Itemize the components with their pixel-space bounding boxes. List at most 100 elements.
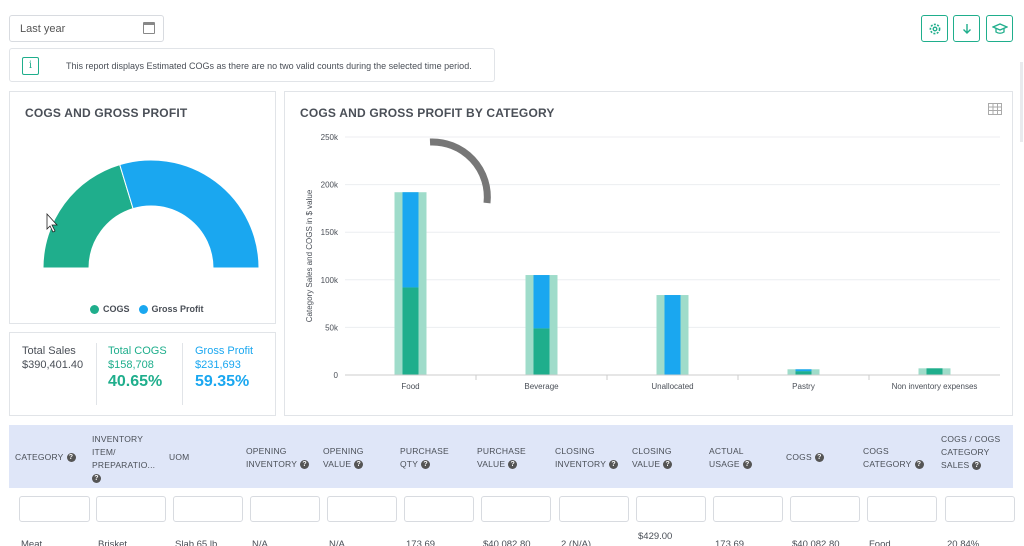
column-header[interactable]: OPENING VALUE?	[323, 445, 364, 471]
cogs-legend-label[interactable]: COGS	[103, 304, 130, 314]
table-cell: Slab 65 lb	[175, 539, 218, 546]
column-header-label: CLOSING	[555, 446, 595, 456]
column-filter-input[interactable]	[96, 496, 166, 522]
graduation-cap-icon	[991, 22, 1008, 34]
column-header-label: INVENTORY	[92, 434, 144, 444]
column-header[interactable]: COGS?	[786, 451, 824, 464]
bar-gross-profit[interactable]	[795, 369, 812, 372]
column-header[interactable]: CATEGORY?	[15, 451, 76, 464]
column-filter-input[interactable]	[790, 496, 860, 522]
bar-cogs[interactable]	[533, 328, 550, 375]
donut-legend: COGS Gross Profit	[90, 304, 204, 314]
gross-profit-value: $231,693	[195, 359, 241, 371]
download-icon	[962, 23, 971, 34]
table-cell: 173.69	[715, 539, 745, 546]
bar-cogs[interactable]	[926, 368, 943, 375]
table-cell: Food	[869, 539, 891, 546]
table-cell: 173.69	[406, 539, 436, 546]
column-header-label: ACTUAL	[709, 446, 744, 456]
column-filter-input[interactable]	[945, 496, 1015, 522]
x-tick-label: Beverage	[524, 382, 559, 391]
help-icon[interactable]: ?	[66, 453, 76, 463]
column-header-label: CLOSING	[632, 446, 672, 456]
total-cogs-label: Total COGS	[108, 345, 167, 357]
table-cell: $40,082.80	[792, 539, 840, 546]
donut-slice-gross-profit[interactable]	[119, 159, 260, 269]
date-range-select[interactable]: Last year	[9, 15, 164, 42]
cogs-gross-profit-donut	[42, 159, 260, 269]
x-tick-label: Pastry	[792, 382, 815, 391]
gross-profit-label: Gross Profit	[195, 345, 254, 357]
column-filter-input[interactable]	[713, 496, 783, 522]
column-header[interactable]: PURCHASE VALUE?	[477, 445, 526, 471]
table-cell: 20.84%	[947, 539, 980, 546]
column-filter-input[interactable]	[250, 496, 320, 522]
y-tick-label: 100k	[321, 276, 339, 285]
column-header[interactable]: COGS / COGS CATEGORY SALES?	[941, 433, 1000, 472]
summary-stats: Total Sales $390,401.40 Total COGS $158,…	[9, 332, 276, 416]
bar-gross-profit[interactable]	[664, 295, 681, 375]
column-header[interactable]: COGS CATEGORY?	[863, 445, 924, 471]
help-icon[interactable]: ?	[92, 474, 101, 484]
category-chart-panel: COGS AND GROSS PROFIT BY CATEGORY 0 50k 10…	[284, 91, 1013, 416]
column-filter-input[interactable]	[481, 496, 551, 522]
y-axis-label: Category Sales and COGS in $ value	[305, 189, 314, 322]
column-filter-input[interactable]	[327, 496, 397, 522]
help-icon[interactable]: ?	[742, 460, 752, 470]
help-icon[interactable]: ?	[663, 460, 673, 470]
bar-gross-profit[interactable]	[402, 192, 419, 288]
column-filter-input[interactable]	[173, 496, 243, 522]
column-header[interactable]: UOM	[169, 451, 189, 464]
help-icon[interactable]: ?	[814, 453, 824, 463]
donut-slice-cogs[interactable]	[42, 164, 134, 269]
bar-gross-profit[interactable]	[533, 275, 550, 329]
total-cogs-percent: 40.65%	[108, 373, 163, 390]
gross-profit-legend-swatch	[138, 304, 148, 314]
gross-profit-legend-label[interactable]: Gross Profit	[151, 304, 204, 314]
scrollbar[interactable]	[1020, 62, 1023, 142]
column-filter-input[interactable]	[559, 496, 629, 522]
category-chart-title: COGS AND GROSS PROFIT BY CATEGORY	[300, 106, 555, 120]
bar-cogs[interactable]	[402, 287, 419, 375]
column-header[interactable]: OPENING INVENTORY?	[246, 445, 310, 471]
column-header-label: INVENTORY	[246, 459, 298, 469]
column-header[interactable]: CLOSING INVENTORY?	[555, 445, 619, 471]
date-range-value: Last year	[20, 23, 66, 35]
calendar-icon	[143, 22, 155, 34]
column-filter-input[interactable]	[867, 496, 937, 522]
table-cell: Brisket	[98, 539, 128, 546]
column-filter-input[interactable]	[19, 496, 90, 522]
column-header-label: CATEGORY	[863, 459, 912, 469]
help-icon[interactable]: ?	[508, 460, 518, 470]
column-header-label: COGS	[786, 452, 812, 462]
table-view-icon[interactable]	[988, 103, 1002, 115]
column-header-label: CATEGORY	[941, 447, 990, 457]
column-header-label: CATEGORY	[15, 452, 64, 462]
report-table-header: CATEGORY? INVENTORY ITEM/PREPARATIO...? UOM…	[9, 425, 1013, 488]
help-icon[interactable]: ?	[972, 461, 982, 471]
bar-cogs[interactable]	[795, 371, 812, 375]
estimated-cogs-notice: i This report displays Estimated COGs as…	[9, 48, 495, 82]
table-cell: N/A	[252, 539, 268, 546]
help-icon[interactable]: ?	[354, 460, 364, 470]
settings-button[interactable]	[921, 15, 948, 42]
cogs-legend-swatch	[90, 304, 99, 314]
column-header[interactable]: CLOSING VALUE?	[632, 445, 673, 471]
panel-title: COGS AND GROSS PROFIT	[25, 106, 188, 120]
help-icon[interactable]: ?	[300, 460, 310, 470]
download-button[interactable]	[953, 15, 980, 42]
training-button[interactable]	[986, 15, 1013, 42]
column-filter-input[interactable]	[404, 496, 474, 522]
column-filter-input[interactable]	[636, 496, 706, 522]
column-header[interactable]: ACTUAL USAGE?	[709, 445, 752, 471]
x-tick-label: Unallocated	[651, 382, 693, 391]
total-sales-stat: Total Sales $390,401.40	[22, 345, 83, 371]
y-tick-label: 50k	[325, 323, 339, 332]
help-icon[interactable]: ?	[421, 460, 431, 470]
total-cogs-stat: Total COGS $158,708 40.65%	[108, 345, 167, 391]
column-header[interactable]: INVENTORY ITEM/PREPARATIO...?	[92, 433, 155, 485]
column-header[interactable]: PURCHASE QTY?	[400, 445, 449, 471]
help-icon[interactable]: ?	[609, 460, 619, 470]
column-header-label: USAGE	[709, 459, 740, 469]
help-icon[interactable]: ?	[914, 460, 924, 470]
